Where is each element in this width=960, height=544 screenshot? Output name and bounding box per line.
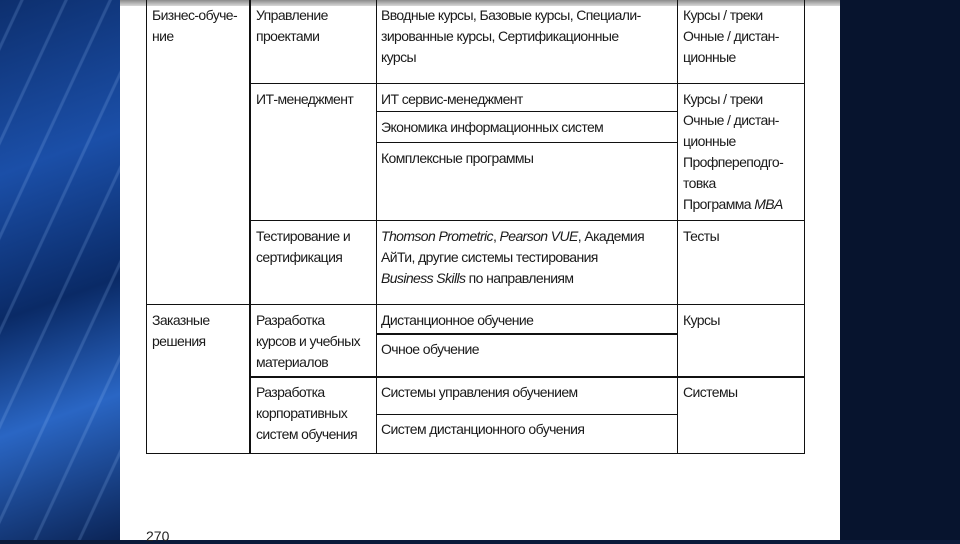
page-top-edge	[120, 0, 840, 6]
direction-cell: Управление проектами	[256, 7, 328, 44]
program-cell: Экономика информационных систем	[381, 119, 604, 135]
category-cell: Бизнес-обуче- ние	[152, 7, 238, 44]
document-page	[120, 0, 840, 540]
format-cell: Тесты	[683, 228, 720, 244]
program-cell: Thomson Prometric, Pearson VUE, Академия…	[381, 226, 645, 289]
slide-background-right	[840, 0, 960, 540]
format-italic-text: MBA	[754, 196, 783, 212]
text: ,	[492, 228, 500, 244]
vendor-name: Thomson Prometric	[381, 228, 494, 244]
vendor-name: Pearson VUE	[499, 228, 579, 244]
format-cell: Курсы / треки Очные / дистан- ционные	[683, 7, 779, 65]
format-cell: Курсы	[683, 312, 720, 328]
program-cell: ИТ сервис-менеджмент	[381, 91, 523, 107]
vendor-name: Business Skills	[381, 270, 466, 286]
format-cell: Курсы / треки Очные / дистан- ционные Пр…	[683, 89, 784, 215]
text: , Академия АйТи, другие системы тестиров…	[381, 228, 645, 265]
program-cell: Комплексные программы	[381, 150, 534, 166]
program-cell: Очное обучение	[381, 341, 480, 357]
slide-background-left	[0, 0, 120, 540]
text: по направлениям	[465, 270, 574, 286]
direction-cell: ИТ-менеджмент	[256, 91, 354, 107]
program-cell: Дистанционное обучение	[381, 312, 534, 328]
direction-cell: Тестирование и сертификация	[256, 228, 351, 265]
format-cell: Системы	[683, 384, 738, 400]
direction-cell: Разработка корпоративных систем обучения	[256, 384, 358, 442]
program-cell: Вводные курсы, Базовые курсы, Специали- …	[381, 7, 641, 65]
program-cell: Системы управления обучением	[381, 384, 578, 400]
direction-cell: Разработка курсов и учебных материалов	[256, 312, 361, 370]
format-text: Курсы / треки Очные / дистан- ционные Пр…	[683, 91, 784, 212]
category-cell: Заказные решения	[152, 312, 210, 349]
program-cell: Систем дистанционного обучения	[381, 421, 585, 437]
page-number: 270	[146, 528, 170, 544]
